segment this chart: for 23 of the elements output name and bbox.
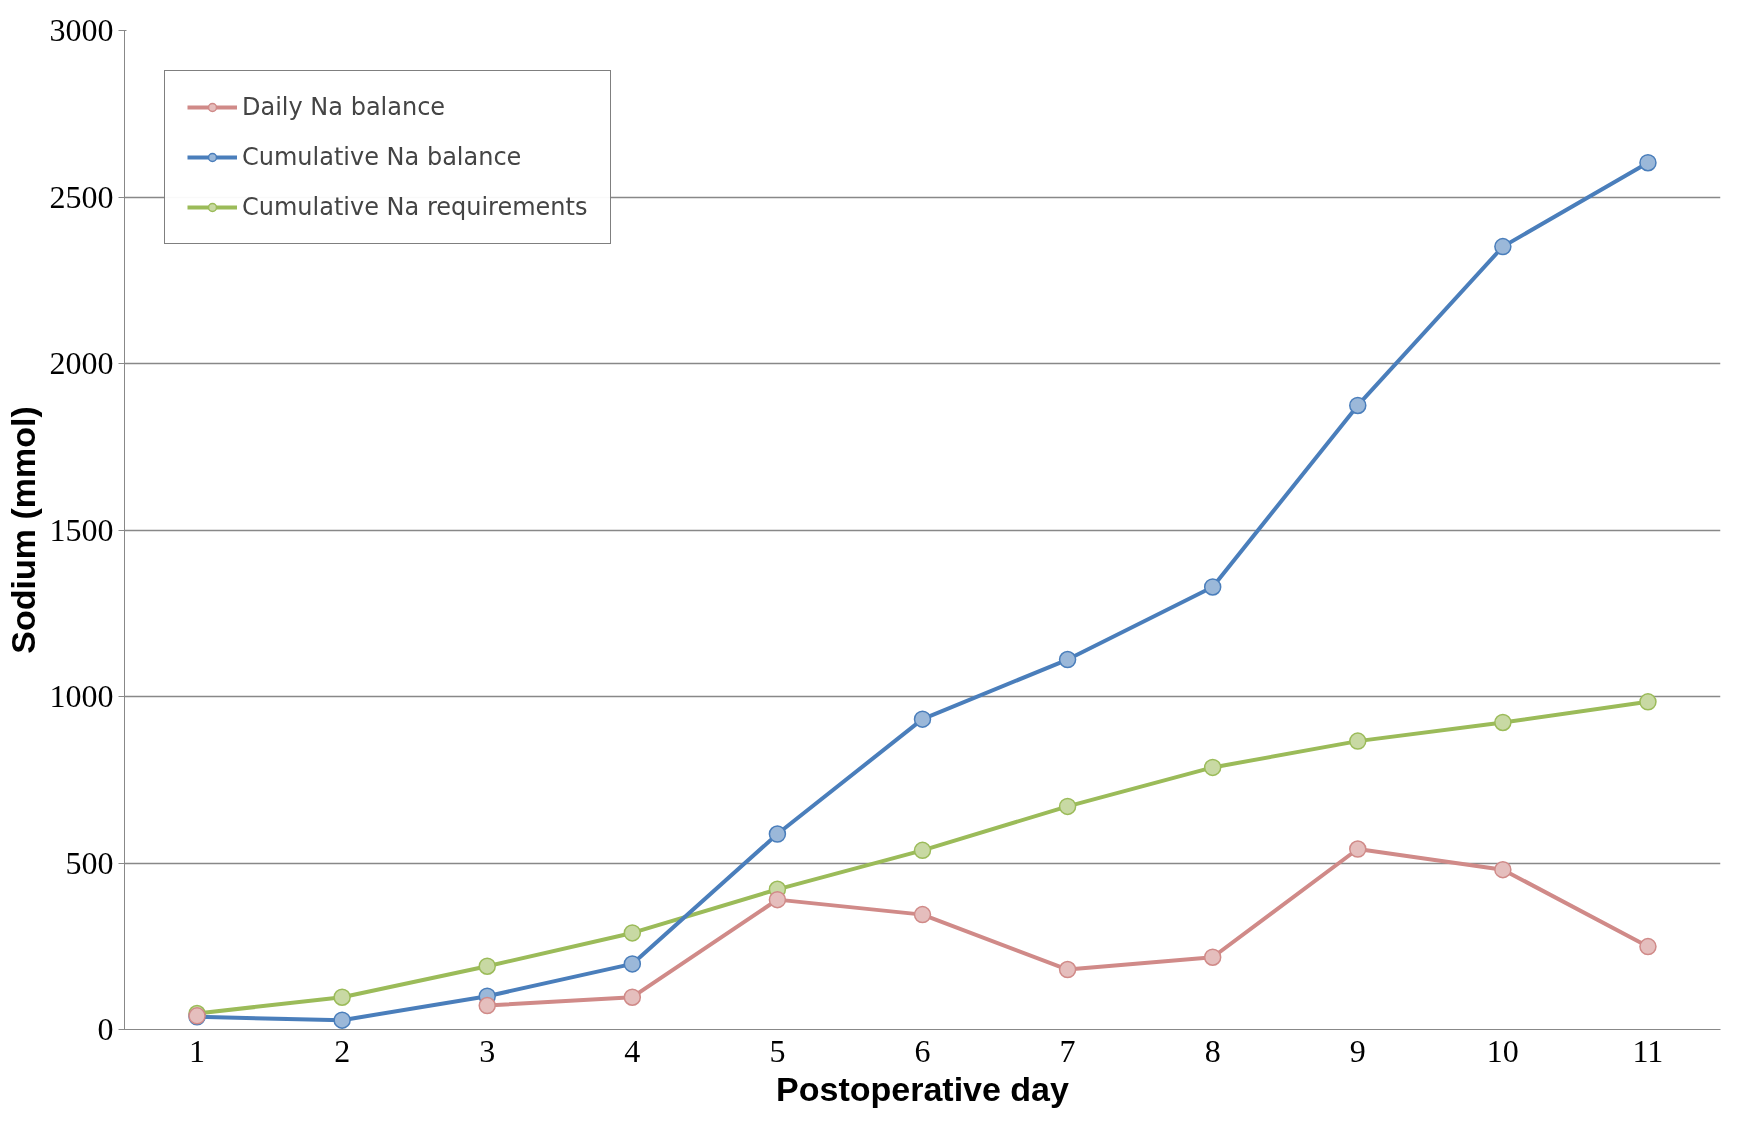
x-tick-label: 10 [1486,1032,1519,1069]
x-tick-label: 8 [1204,1032,1221,1069]
x-tick-label: 2 [334,1032,351,1069]
x-tick-label: 7 [1059,1032,1076,1069]
y-tick-label: 3000 [49,12,114,48]
y-tick-label: 0 [97,1011,114,1047]
legend-label: Cumulative Na requirements [242,193,588,221]
y-axis-title: Sodium (mmol) [3,406,42,654]
legend-label: Cumulative Na balance [242,143,522,171]
legend-label: Daily Na balance [242,93,446,121]
x-tick-label: 6 [914,1032,931,1069]
x-tick-label: 4 [624,1032,641,1069]
y-tick-label: 2500 [49,178,114,215]
x-tick-label: 3 [479,1032,496,1069]
x-tick-label: 11 [1632,1032,1664,1069]
x-axis-title: Postoperative day [776,1069,1070,1108]
y-tick-label: 1000 [49,678,114,714]
y-tick-label: 2000 [49,345,114,381]
x-tick-label: 5 [769,1032,786,1069]
y-tick-label: 500 [65,844,114,881]
x-tick-label: 9 [1349,1032,1366,1069]
y-tick-label: 1500 [49,511,114,548]
x-tick-label: 1 [189,1032,206,1069]
